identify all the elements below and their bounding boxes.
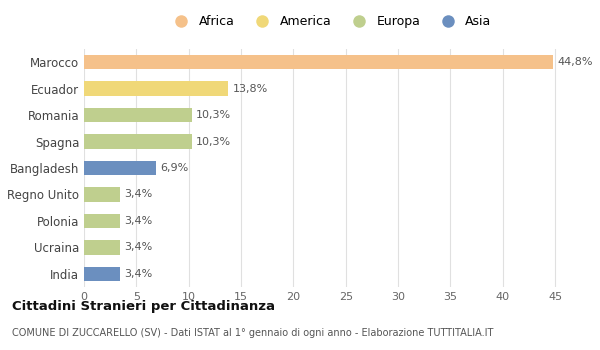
Bar — [84, 108, 192, 122]
Bar — [84, 82, 229, 96]
Text: 3,4%: 3,4% — [124, 216, 152, 226]
Bar — [84, 214, 119, 228]
Bar — [84, 240, 119, 254]
Text: 6,9%: 6,9% — [160, 163, 188, 173]
Bar — [84, 134, 192, 149]
Text: 10,3%: 10,3% — [196, 110, 231, 120]
Text: 44,8%: 44,8% — [557, 57, 593, 67]
Bar — [84, 266, 119, 281]
Bar — [84, 187, 119, 202]
Text: 10,3%: 10,3% — [196, 136, 231, 147]
Legend: Africa, America, Europa, Asia: Africa, America, Europa, Asia — [164, 10, 496, 33]
Text: COMUNE DI ZUCCARELLO (SV) - Dati ISTAT al 1° gennaio di ogni anno - Elaborazione: COMUNE DI ZUCCARELLO (SV) - Dati ISTAT a… — [12, 328, 493, 338]
Bar — [84, 55, 553, 70]
Text: 3,4%: 3,4% — [124, 189, 152, 200]
Text: 13,8%: 13,8% — [233, 84, 268, 94]
Text: 3,4%: 3,4% — [124, 242, 152, 252]
Bar — [84, 161, 156, 175]
Text: 3,4%: 3,4% — [124, 269, 152, 279]
Text: Cittadini Stranieri per Cittadinanza: Cittadini Stranieri per Cittadinanza — [12, 300, 275, 313]
